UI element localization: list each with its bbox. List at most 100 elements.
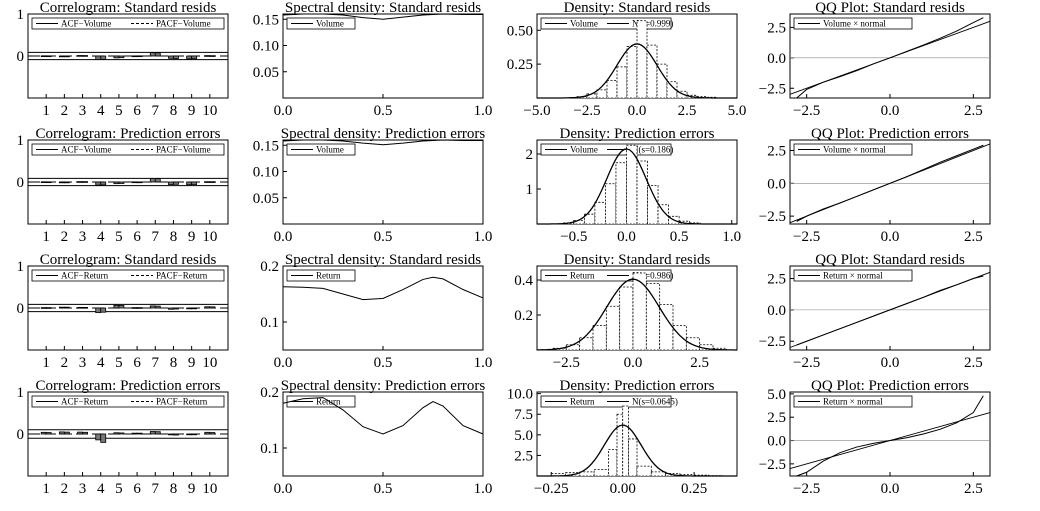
pacf-bar [136, 307, 143, 309]
legend-entry: Return [316, 271, 341, 281]
legend-entry: Volume × normal [823, 145, 886, 155]
pacf-bar [209, 55, 216, 57]
qq-line [796, 395, 984, 477]
legend-entry: ACF−Return [61, 271, 109, 281]
x-tick-label: −5.0 [523, 103, 550, 119]
normal-density-curve [537, 424, 737, 477]
pacf-bar [82, 431, 88, 435]
histogram-bar [656, 63, 668, 99]
legend: Volume N(s=0.186) [540, 143, 673, 156]
histogram-bar [615, 162, 627, 225]
x-tick-label: 7 [152, 481, 160, 497]
histogram-bar [619, 286, 634, 351]
y-tick-label: 0 [17, 49, 25, 65]
x-tick-label: 8 [170, 103, 178, 119]
legend-box [540, 17, 672, 30]
x-tick-label: 5 [115, 481, 123, 497]
y-tick-label: −2.5 [759, 457, 786, 473]
histogram-bar [636, 465, 652, 477]
x-tick-label: 0.0 [881, 103, 900, 119]
acf-bar [40, 307, 47, 309]
panel-title: Density: Standard resids [564, 252, 711, 268]
panel-title: Correlogram: Standard resids [40, 252, 217, 268]
y-tick-label: 2.5 [514, 448, 533, 464]
pacf-bar [173, 433, 179, 436]
panel-title: Density: Prediction errors [560, 126, 715, 142]
acf-bar [95, 433, 102, 441]
x-tick-label: 2.5 [690, 355, 709, 371]
y-tick-label: 0.0 [767, 176, 786, 192]
x-tick-label: 9 [188, 481, 196, 497]
x-tick-label: 2.5 [964, 355, 983, 371]
x-tick-label: 0.00 [610, 481, 636, 497]
pacf-bar [63, 55, 70, 58]
x-tick-label: 2.5 [964, 103, 983, 119]
legend: Return [286, 269, 356, 282]
x-tick-label: 1.0 [474, 229, 493, 245]
x-tick-label: 6 [133, 355, 141, 371]
x-tick-label: 0.0 [617, 229, 636, 245]
x-tick-label: 10 [202, 481, 217, 497]
histogram-bar [645, 283, 661, 351]
acf-bar [204, 181, 211, 183]
qq-line [796, 275, 984, 346]
histogram-bar [672, 325, 687, 351]
spectral-line [282, 139, 483, 146]
panel-title: Density: Standard resids [564, 0, 711, 16]
x-tick-label: 4 [97, 229, 105, 245]
legend: ACF−Volume PACF−Volume [31, 17, 225, 30]
spectral-line [282, 13, 483, 20]
x-tick-label: 6 [133, 229, 141, 245]
y-tick-label: 0.0 [767, 51, 786, 67]
x-tick-label: 5 [115, 103, 123, 119]
legend-entry: N(s=0.186) [632, 145, 673, 155]
x-tick-label: 0.5 [374, 229, 393, 245]
pacf-bar [100, 433, 107, 443]
histogram-bar [676, 90, 688, 99]
legend-box [286, 395, 356, 408]
panel-title: Spectral density: Prediction errors [281, 126, 486, 142]
x-tick-label: 0.0 [881, 355, 900, 371]
acf-bar [149, 178, 156, 183]
acf-bar [149, 431, 156, 435]
panel-title: QQ Plot: Prediction errors [811, 378, 969, 394]
y-tick-label: 5.0 [767, 387, 786, 403]
acf-bar [113, 432, 120, 435]
acf-bar [58, 306, 65, 309]
legend: Volume N(s=0.999) [540, 17, 673, 30]
acf-bar [204, 431, 211, 435]
pacf-bar [173, 55, 179, 59]
acf-bar [77, 55, 83, 57]
pacf-bar [154, 305, 161, 309]
y-tick-label: 0.1 [260, 441, 279, 457]
legend-entry: Return [570, 271, 595, 281]
legend-box [540, 395, 672, 408]
x-tick-label: 4 [97, 103, 105, 119]
pacf-bar [45, 307, 52, 309]
acf-bar [204, 55, 211, 57]
x-tick-label: 0.0 [881, 481, 900, 497]
pacf-bar [118, 432, 125, 435]
x-tick-label: −2.5 [793, 355, 820, 371]
histogram-bar [679, 473, 695, 477]
x-tick-label: 2.5 [964, 229, 983, 245]
pacf-bar [136, 181, 143, 184]
acf-bar [113, 55, 120, 59]
y-tick-label: 1 [17, 259, 25, 275]
y-tick-label: 2 [526, 147, 534, 163]
histogram-bar [657, 204, 669, 225]
y-tick-label: 5.0 [514, 428, 533, 444]
histogram-bar [622, 405, 629, 477]
y-tick-label: −2.5 [759, 334, 786, 350]
y-tick-label: 1 [526, 182, 534, 198]
legend-box [31, 269, 225, 282]
histogram-bar [647, 185, 659, 225]
x-tick-label: 2 [61, 481, 69, 497]
acf-bar [40, 181, 47, 183]
x-tick-label: 0.0 [628, 103, 647, 119]
pacf-bar [136, 432, 143, 435]
x-tick-label: −2.5 [793, 229, 820, 245]
pacf-bar [82, 307, 88, 309]
acf-bar [149, 305, 156, 309]
histogram-bar [616, 413, 624, 477]
